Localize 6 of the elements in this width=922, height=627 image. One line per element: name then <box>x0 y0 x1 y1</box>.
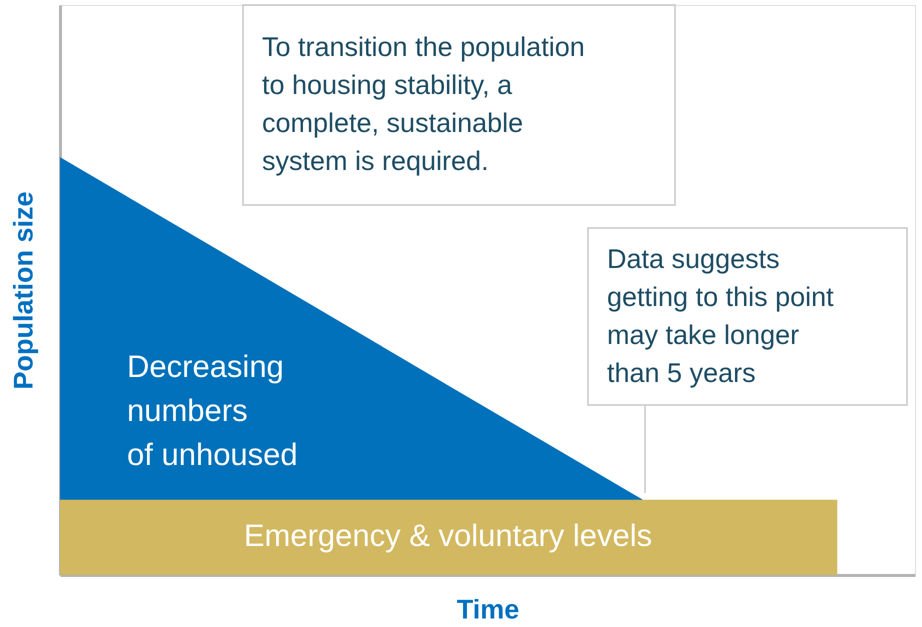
annotation: Data suggests getting to this point may take longer than 5 years <box>607 244 834 388</box>
y-axis-title: Population size <box>8 191 38 390</box>
series-label: Decreasing numbers of unhoused <box>127 349 298 472</box>
x-axis-title: Time <box>456 594 520 624</box>
series-label: Emergency & voluntary levels <box>244 518 652 553</box>
annotation: To transition the population to housing stability, a complete, sustainable system is required. <box>262 32 585 176</box>
